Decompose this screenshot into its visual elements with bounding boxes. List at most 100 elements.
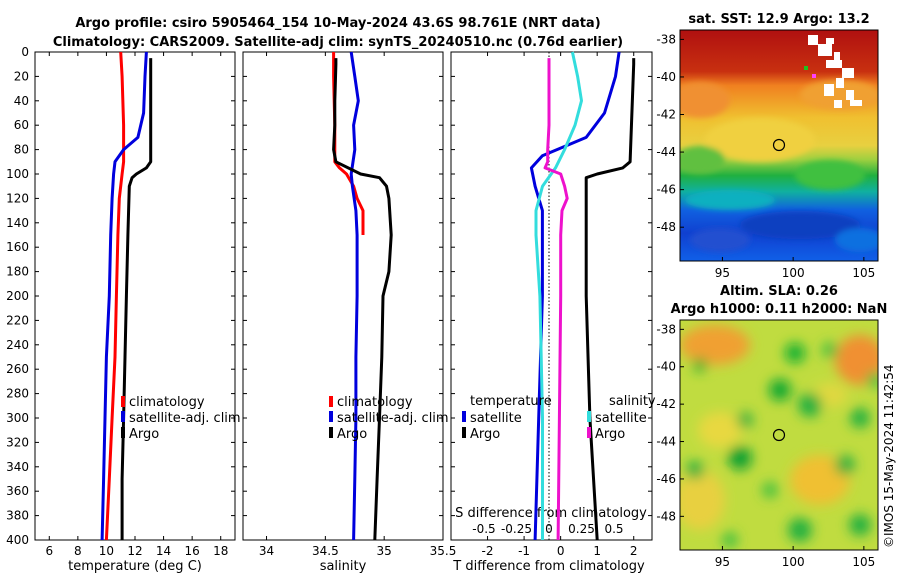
depth-tick-label: 340 bbox=[6, 460, 29, 474]
temperature-legend: climatology satellite-adj. clim Argo bbox=[121, 395, 241, 442]
legend-label-satellite: satellite-adj. clim bbox=[129, 411, 241, 426]
salinity-profiles bbox=[332, 51, 393, 541]
x-tick-label: 12 bbox=[127, 544, 142, 558]
depth-tick-label: 400 bbox=[6, 533, 29, 547]
legend-swatch-s-satellite bbox=[587, 411, 591, 422]
legend-label-climatology: climatology bbox=[337, 395, 413, 410]
x-tick-label: 34.5 bbox=[312, 544, 339, 558]
x-tick-label: -1 bbox=[518, 544, 530, 558]
salinity-x-axis: 34 34.5 35 35.5 bbox=[259, 52, 456, 558]
x-tick-label: 16 bbox=[185, 544, 200, 558]
s-diff-tick-label: 0.5 bbox=[604, 522, 623, 536]
depth-tick-label: 300 bbox=[6, 411, 29, 425]
s-difference-axis-label: S difference from climatology bbox=[455, 506, 647, 521]
depth-tick-label: 140 bbox=[6, 216, 29, 230]
series-line-argo bbox=[332, 58, 393, 541]
sla-argo-location-marker bbox=[772, 428, 786, 442]
difference-legend: temperature satellite Argo salinity sate… bbox=[462, 394, 656, 442]
sst-map-axes: 95 100 105 -38 -40 -42 -44 -46 -48 bbox=[656, 32, 875, 280]
s-difference-x-axis: -0.5-0.2500.250.5 bbox=[472, 522, 623, 536]
depth-tick-label: 280 bbox=[6, 387, 29, 401]
difference-plot-area bbox=[450, 51, 653, 541]
map-y-tick-label: -48 bbox=[656, 509, 676, 523]
map-y-tick-label: -48 bbox=[656, 220, 676, 234]
legend-label-argo: Argo bbox=[129, 427, 159, 442]
depth-tick-label: 180 bbox=[6, 265, 29, 279]
depth-tick-label: 80 bbox=[14, 143, 29, 157]
x-tick-label: 35 bbox=[377, 544, 392, 558]
map-x-tick-label: 105 bbox=[852, 266, 875, 280]
depth-tick-label: 360 bbox=[6, 484, 29, 498]
series-line-climatology bbox=[104, 51, 126, 541]
map-y-tick-label: -44 bbox=[656, 435, 676, 449]
depth-axis: 0 20 40 60 80 100 120 140 160 180 200 220 240 260 280 3… bbox=[6, 45, 652, 547]
map-y-tick-label: -42 bbox=[656, 397, 676, 411]
sst-map-frame bbox=[679, 29, 879, 262]
x-tick-label: 10 bbox=[99, 544, 114, 558]
depth-tick-label: 220 bbox=[6, 313, 29, 327]
legend-swatch-argo bbox=[121, 427, 125, 438]
s-diff-tick-label: 0.25 bbox=[568, 522, 595, 536]
difference-profiles bbox=[529, 51, 636, 541]
legend-swatch-satellite bbox=[121, 411, 125, 422]
sst-map-title: sat. SST: 12.9 Argo: 13.2 bbox=[688, 12, 869, 27]
map-y-tick-label: -40 bbox=[656, 70, 676, 84]
salinity-plot-area bbox=[242, 51, 444, 541]
legend-swatch-climatology bbox=[329, 396, 333, 407]
series-line-t-argo bbox=[584, 58, 636, 541]
map-y-tick-label: -40 bbox=[656, 360, 676, 374]
salinity-axis-label: salinity bbox=[320, 559, 367, 574]
depth-tick-label: 40 bbox=[14, 94, 29, 108]
map-y-tick-label: -38 bbox=[656, 32, 676, 46]
legend-label-satellite: satellite-adj. clim bbox=[337, 411, 449, 426]
legend-swatch-t-argo bbox=[462, 427, 466, 438]
t-difference-axis-label: T difference from climatology bbox=[452, 559, 645, 574]
depth-tick-label: 20 bbox=[14, 69, 29, 83]
legend-swatch-t-satellite bbox=[462, 411, 466, 422]
map-x-tick-label: 95 bbox=[715, 266, 730, 280]
map-y-tick-label: -38 bbox=[656, 322, 676, 336]
x-tick-label: 0 bbox=[557, 544, 565, 558]
depth-tick-label: 120 bbox=[6, 191, 29, 205]
depth-tick-label: 100 bbox=[6, 167, 29, 181]
legend-swatch-s-argo bbox=[587, 427, 591, 438]
legend-swatch-climatology bbox=[121, 396, 125, 407]
series-line-satellite-adj-clim bbox=[100, 51, 148, 541]
x-tick-label: 2 bbox=[630, 544, 638, 558]
series-line-s-argo bbox=[543, 58, 569, 541]
x-tick-label: 35.5 bbox=[430, 544, 457, 558]
legend-label-t-satellite: satellite bbox=[470, 411, 522, 426]
depth-tick-label: 260 bbox=[6, 362, 29, 376]
legend-label-t-argo: Argo bbox=[470, 427, 500, 442]
salinity-legend: climatology satellite-adj. clim Argo bbox=[329, 395, 449, 442]
map-x-tick-label: 100 bbox=[782, 555, 805, 569]
x-tick-label: 18 bbox=[213, 544, 228, 558]
x-tick-label: 34 bbox=[259, 544, 274, 558]
s-diff-tick-label: -0.25 bbox=[501, 522, 532, 536]
depth-tick-label: 200 bbox=[6, 289, 29, 303]
sst-heatmap bbox=[680, 30, 878, 261]
sla-map-subtitle: Argo h1000: 0.11 h2000: NaN bbox=[671, 302, 888, 317]
legend-label-climatology: climatology bbox=[129, 395, 205, 410]
legend-label-argo: Argo bbox=[337, 427, 367, 442]
temperature-x-axis: 6 8 10 12 14 16 18 bbox=[45, 52, 228, 558]
map-x-tick-label: 95 bbox=[715, 555, 730, 569]
depth-tick-label: 160 bbox=[6, 240, 29, 254]
map-y-tick-label: -46 bbox=[656, 472, 676, 486]
x-tick-label: -2 bbox=[482, 544, 494, 558]
x-tick-label: 1 bbox=[593, 544, 601, 558]
sst-argo-location-marker bbox=[772, 138, 786, 152]
depth-tick-label: 0 bbox=[21, 45, 29, 59]
sla-map-frame bbox=[679, 319, 879, 551]
map-y-tick-label: -44 bbox=[656, 145, 676, 159]
map-y-tick-label: -46 bbox=[656, 183, 676, 197]
depth-tick-label: 240 bbox=[6, 338, 29, 352]
legend-title-temperature: temperature bbox=[470, 394, 552, 409]
series-line-satellite-adj-clim bbox=[349, 51, 360, 541]
series-line-s-satellite bbox=[534, 51, 583, 540]
legend-label-s-argo: Argo bbox=[595, 427, 625, 442]
depth-tick-label: 60 bbox=[14, 118, 29, 132]
legend-swatch-argo bbox=[329, 427, 333, 438]
figure-title-line1: Argo profile: csiro 5905464_154 10-May-2… bbox=[75, 16, 600, 31]
